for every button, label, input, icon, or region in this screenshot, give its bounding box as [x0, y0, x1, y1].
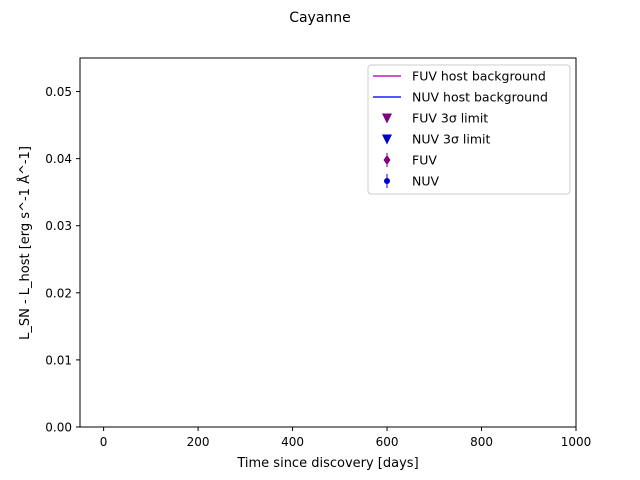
legend-entry: FUV 3σ limit [382, 111, 488, 126]
legend-entry: NUV 3σ limit [382, 132, 490, 147]
axes-frame [79, 57, 577, 428]
x-axis-label: Time since discovery [days] [236, 456, 418, 471]
legend-entry: NUV [384, 174, 439, 189]
legend-label: NUV [412, 174, 439, 189]
legend-label: NUV 3σ limit [412, 132, 490, 147]
legend-label: FUV 3σ limit [412, 111, 488, 126]
y-tick-label: 0.01 [45, 353, 72, 367]
y-tick-label: 0.04 [45, 152, 72, 166]
legend-marker [382, 134, 392, 145]
chart-title: Cayanne [289, 10, 351, 26]
legend-label: FUV host background [412, 69, 546, 84]
legend-box [367, 64, 571, 195]
x-tick-label: 200 [187, 435, 210, 449]
legend: FUV host background NUV host background FU… [367, 64, 571, 195]
y-tick-label: 0.00 [45, 421, 72, 435]
y-tick-label: 0.02 [45, 286, 72, 300]
y-axis-label: L_SN - L_host [erg s^-1 Å^-1] [17, 146, 33, 340]
y-axis-ticks: 0.00 0.01 0.02 0.03 0.04 0.05 [45, 85, 80, 435]
x-tick-label: 1000 [561, 435, 592, 449]
legend-label: NUV host background [412, 90, 548, 105]
x-tick-label: 600 [376, 435, 399, 449]
x-tick-label: 400 [281, 435, 304, 449]
legend-entry: FUV [383, 153, 437, 168]
x-tick-label: 0 [100, 435, 108, 449]
legend-entry: FUV host background [373, 69, 546, 84]
legend-marker [382, 113, 392, 124]
legend-marker [383, 153, 391, 167]
legend-marker [384, 174, 390, 188]
x-tick-label: 800 [470, 435, 493, 449]
legend-label: FUV [412, 153, 437, 168]
legend-entry: NUV host background [373, 90, 548, 105]
y-tick-label: 0.05 [45, 85, 72, 99]
x-axis-ticks: 0 200 400 600 800 1000 [100, 427, 591, 449]
y-tick-label: 0.03 [45, 219, 72, 233]
